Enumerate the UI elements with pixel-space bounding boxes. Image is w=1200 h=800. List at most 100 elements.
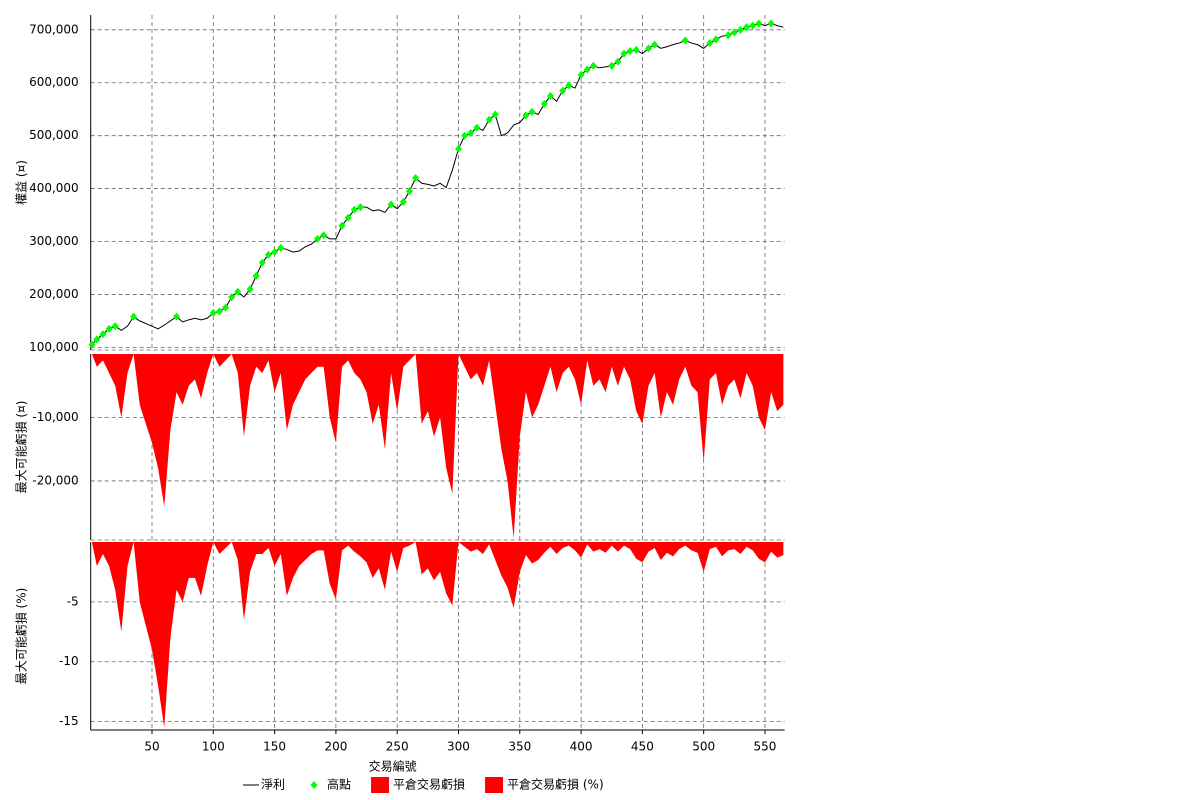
high-point (215, 307, 223, 316)
x-tick-label: 50 (144, 740, 159, 754)
y-tick-label: 300,000 (29, 234, 79, 248)
y-tick-label: -20,000 (32, 473, 78, 487)
high-point (491, 110, 499, 119)
high-point (99, 330, 107, 339)
high-point (589, 61, 597, 70)
high-point (736, 25, 744, 34)
x-tick-label: 150 (263, 740, 286, 754)
equity-line (91, 22, 784, 346)
y-tick-label: 200,000 (29, 287, 79, 301)
high-point (583, 65, 591, 74)
drawdown-area (91, 542, 784, 728)
high-point (314, 234, 322, 243)
high-point (356, 203, 364, 212)
legend-item: 平倉交易虧損 (371, 777, 465, 793)
high-point (467, 129, 475, 138)
high-point (614, 57, 622, 66)
high-point (338, 221, 346, 230)
high-point (88, 340, 96, 349)
x-tick-label: 200 (324, 740, 347, 754)
high-point (730, 28, 738, 37)
high-point (234, 287, 242, 296)
x-tick-label: 300 (447, 740, 470, 754)
high-point (405, 187, 413, 196)
high-point (608, 61, 616, 70)
high-point (620, 49, 628, 58)
high-point (522, 111, 530, 120)
high-point (749, 21, 757, 30)
x-tick-label: 250 (386, 740, 409, 754)
high-point (111, 322, 119, 331)
high-point (767, 19, 775, 28)
y-axis-label: 權益 (¤) (15, 160, 29, 205)
high-point (387, 200, 395, 209)
y-tick-label: 400,000 (29, 181, 79, 195)
drawdown-area (91, 354, 784, 539)
high-point (626, 46, 634, 55)
x-tick-label: 500 (692, 740, 715, 754)
legend-label: 平倉交易虧損 (%) (507, 777, 604, 792)
high-point (706, 39, 714, 48)
legend-item: 淨利 (243, 778, 285, 792)
legend-swatch (310, 781, 318, 789)
high-point (632, 45, 640, 54)
high-point (130, 312, 138, 321)
y-tick-label: -15 (59, 714, 79, 728)
high-point (246, 285, 254, 294)
high-point (105, 324, 113, 333)
x-tick-label: 550 (754, 740, 777, 754)
legend-swatch (371, 777, 390, 793)
high-point (344, 213, 352, 222)
high-point (173, 312, 181, 321)
high-point (271, 248, 279, 257)
high-point (485, 115, 493, 124)
high-point (724, 31, 732, 40)
high-point (252, 271, 260, 280)
high-point (350, 205, 358, 214)
high-point (222, 303, 230, 312)
high-point (755, 19, 763, 28)
high-point (681, 36, 689, 45)
legend-label: 淨利 (261, 778, 285, 792)
high-point (577, 70, 585, 79)
y-tick-label: -5 (67, 594, 79, 608)
y-tick-label: -10,000 (32, 410, 78, 424)
high-point (209, 308, 217, 317)
y-axis-label: 最大可能虧損 (¤) (14, 401, 29, 494)
high-point (228, 293, 236, 302)
legend-label: 平倉交易虧損 (393, 777, 465, 792)
high-point (264, 250, 272, 259)
x-tick-label: 400 (570, 740, 593, 754)
y-axis-label: 最大可能虧損 (%) (14, 588, 29, 685)
high-point (528, 107, 536, 116)
high-point (651, 40, 659, 49)
high-point (258, 258, 266, 267)
high-point (461, 131, 469, 140)
y-tick-label: 100,000 (29, 340, 79, 354)
legend-label: 高點 (327, 777, 351, 792)
y-tick-label: 600,000 (29, 75, 79, 89)
high-point (712, 35, 720, 44)
high-point (565, 81, 573, 90)
x-tick-label: 350 (508, 740, 531, 754)
high-point (473, 123, 481, 132)
x-tick-label: 450 (631, 740, 654, 754)
high-point (93, 335, 101, 344)
high-point (454, 144, 462, 153)
high-point (399, 197, 407, 206)
y-tick-label: 500,000 (29, 128, 79, 142)
high-point (412, 174, 420, 183)
high-point (559, 86, 567, 95)
high-point (277, 243, 285, 252)
high-point (540, 99, 548, 108)
x-tick-label: 100 (202, 740, 225, 754)
legend-item: 平倉交易虧損 (%) (485, 777, 604, 793)
y-tick-label: -10 (59, 654, 79, 668)
legend-item: 高點 (310, 777, 351, 792)
high-point (320, 231, 328, 240)
high-point (743, 23, 751, 32)
y-tick-label: 700,000 (29, 22, 79, 36)
high-point (546, 91, 554, 100)
x-axis-label: 交易編號 (369, 759, 417, 774)
